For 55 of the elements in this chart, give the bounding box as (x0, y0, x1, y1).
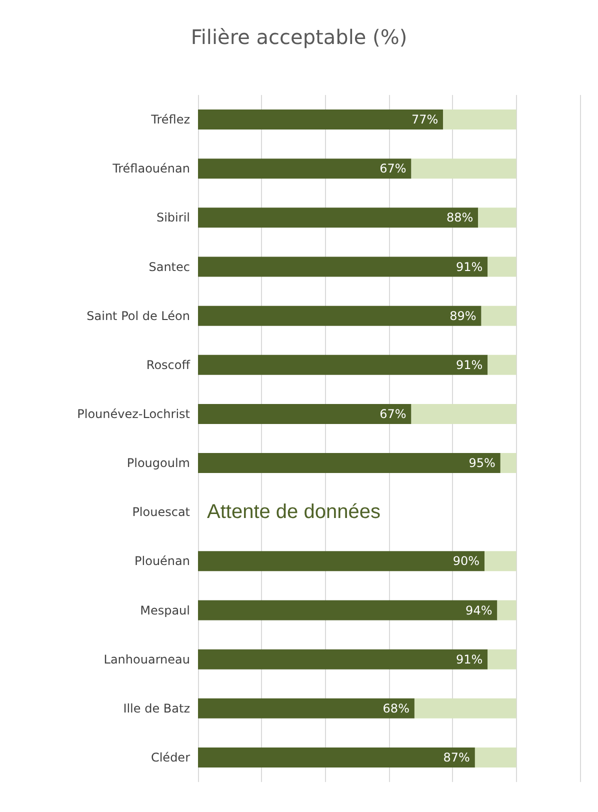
data-label: 68% (382, 701, 410, 716)
data-label: 91% (456, 652, 483, 666)
bar (497, 600, 516, 620)
bar (198, 698, 414, 718)
y-tick-label: Tréflez (150, 112, 190, 127)
bar (198, 453, 500, 474)
data-label: 89% (450, 308, 476, 323)
data-label: 77% (411, 112, 438, 127)
bar (488, 649, 516, 670)
bar (411, 158, 516, 179)
y-tick-label: Plounévez-Lochrist (77, 406, 190, 421)
data-label: 95% (468, 456, 496, 470)
data-label: 67% (380, 406, 406, 421)
bar (198, 649, 488, 670)
chart-title: Filière acceptable (%) (190, 25, 408, 49)
y-tick-label: Ille de Batz (123, 701, 190, 716)
bar (411, 404, 516, 424)
bar (478, 208, 516, 228)
bar (198, 110, 444, 130)
bar (198, 551, 484, 572)
data-label: 91% (456, 358, 483, 372)
bar (488, 256, 516, 277)
annotation: Attente de données (207, 501, 380, 524)
bar (414, 698, 516, 718)
y-tick-label: Tréflaouénan (112, 162, 190, 176)
bar (198, 208, 478, 228)
bar (484, 551, 516, 572)
bar (198, 600, 498, 620)
bar (474, 747, 516, 768)
y-tick-label: Plouescat (132, 505, 190, 520)
data-label: 94% (466, 603, 492, 618)
bar (500, 453, 516, 474)
y-tick-label: Mespaul (140, 603, 190, 618)
y-tick-label: Sibiril (156, 210, 190, 225)
bar (198, 256, 488, 277)
bar (198, 306, 482, 326)
data-label: 67% (380, 162, 406, 176)
y-tick-label: Lanhouarneau (104, 652, 190, 666)
bar (481, 306, 516, 326)
y-tick-label: Plouénan (134, 554, 190, 568)
data-label: 88% (446, 210, 474, 225)
data-label: 91% (456, 260, 483, 274)
bar (198, 354, 488, 375)
y-tick-label: Plougoulm (126, 456, 190, 470)
y-tick-label: Cléder (150, 750, 190, 764)
y-tick-label: Saint Pol de Léon (86, 308, 190, 323)
bar (198, 747, 475, 768)
y-tick-label: Santec (148, 260, 190, 274)
bar (443, 110, 516, 130)
y-tick-label: Roscoff (146, 358, 191, 372)
data-label: 90% (452, 554, 480, 568)
bar (198, 404, 412, 424)
bar (488, 354, 516, 375)
bar (198, 158, 412, 179)
data-label: 87% (443, 750, 470, 764)
